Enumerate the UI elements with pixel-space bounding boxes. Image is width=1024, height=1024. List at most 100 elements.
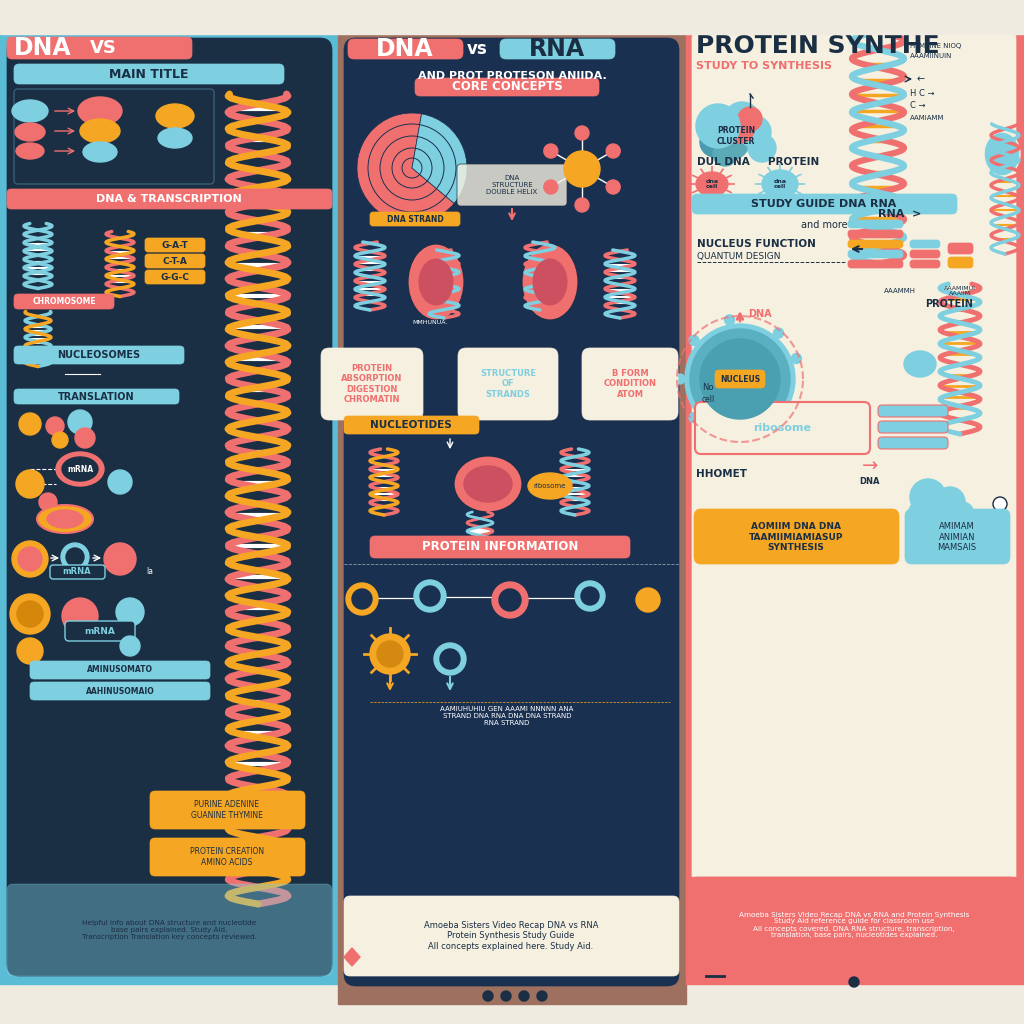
FancyBboxPatch shape: [848, 230, 903, 238]
Circle shape: [52, 432, 68, 449]
FancyBboxPatch shape: [878, 406, 948, 417]
Circle shape: [689, 336, 699, 345]
FancyBboxPatch shape: [7, 37, 193, 59]
FancyBboxPatch shape: [910, 250, 940, 258]
Circle shape: [17, 601, 43, 627]
Text: DNA STRAND: DNA STRAND: [387, 214, 443, 223]
Circle shape: [544, 144, 558, 158]
FancyBboxPatch shape: [14, 89, 214, 184]
Text: AMIMAM
ANIMIAN
MAMSAIS: AMIMAM ANIMIAN MAMSAIS: [937, 522, 977, 552]
FancyBboxPatch shape: [948, 257, 973, 268]
Circle shape: [18, 547, 42, 571]
Ellipse shape: [158, 128, 193, 148]
Circle shape: [108, 470, 132, 494]
Text: ←: ←: [918, 74, 925, 84]
FancyBboxPatch shape: [370, 212, 460, 226]
Circle shape: [564, 151, 600, 187]
Text: PROTEIN SYNTHE: PROTEIN SYNTHE: [696, 34, 940, 58]
Ellipse shape: [16, 143, 44, 159]
Circle shape: [120, 636, 140, 656]
Text: STRUCTURE
OF
STRANDS: STRUCTURE OF STRANDS: [480, 369, 536, 399]
Circle shape: [748, 134, 776, 162]
Circle shape: [950, 502, 974, 526]
Wedge shape: [412, 114, 467, 204]
FancyBboxPatch shape: [321, 348, 423, 420]
Circle shape: [575, 581, 605, 611]
Text: AAHINUSOMAIO: AAHINUSOMAIO: [86, 686, 155, 695]
Circle shape: [66, 548, 84, 566]
Text: NUCLEUS: NUCLEUS: [720, 375, 760, 384]
Text: vs: vs: [467, 40, 487, 58]
Text: VS: VS: [90, 39, 117, 57]
FancyBboxPatch shape: [344, 416, 479, 434]
Ellipse shape: [528, 473, 572, 499]
Text: STUDY TO SYNTHESIS: STUDY TO SYNTHESIS: [696, 61, 831, 71]
Ellipse shape: [534, 259, 567, 305]
Ellipse shape: [419, 259, 453, 305]
Text: DNA: DNA: [748, 309, 772, 319]
Text: PROTEIN INFORMATION: PROTEIN INFORMATION: [422, 541, 579, 554]
Text: AOMIIM DNA DNA
TAAMIIMIAMIASUP
SYNTHESIS: AOMIIM DNA DNA TAAMIIMIAMIASUP SYNTHESIS: [749, 522, 843, 552]
FancyBboxPatch shape: [910, 240, 940, 248]
Text: NUCLEOTIDES: NUCLEOTIDES: [370, 420, 452, 430]
Circle shape: [575, 126, 589, 140]
Ellipse shape: [78, 97, 122, 125]
Circle shape: [581, 587, 599, 605]
Circle shape: [501, 991, 511, 1001]
Circle shape: [46, 417, 63, 435]
Text: la: la: [146, 567, 154, 577]
FancyBboxPatch shape: [948, 243, 973, 254]
Circle shape: [492, 582, 528, 618]
FancyBboxPatch shape: [145, 254, 205, 268]
Circle shape: [575, 198, 589, 212]
Circle shape: [537, 991, 547, 1001]
Circle shape: [68, 410, 92, 434]
Ellipse shape: [47, 510, 83, 528]
Circle shape: [690, 329, 790, 429]
Circle shape: [19, 413, 41, 435]
Ellipse shape: [62, 457, 98, 481]
Circle shape: [773, 328, 783, 338]
FancyBboxPatch shape: [50, 565, 105, 579]
Circle shape: [713, 142, 737, 166]
Circle shape: [792, 353, 802, 364]
Text: DNA: DNA: [14, 36, 72, 60]
Text: AAAMMH: AAAMMH: [884, 288, 916, 294]
Circle shape: [726, 115, 754, 143]
FancyBboxPatch shape: [582, 348, 678, 420]
FancyBboxPatch shape: [848, 240, 903, 248]
FancyBboxPatch shape: [14, 389, 179, 404]
Circle shape: [935, 487, 965, 517]
Ellipse shape: [56, 452, 104, 486]
Bar: [686, 14, 1024, 984]
Text: CHROMOSOME: CHROMOSOME: [32, 298, 96, 306]
Text: →: →: [862, 457, 879, 475]
FancyBboxPatch shape: [370, 536, 630, 558]
Text: cell: cell: [702, 394, 715, 403]
FancyBboxPatch shape: [694, 509, 899, 564]
Text: AAAMIINUIN: AAAMIINUIN: [910, 53, 952, 59]
FancyBboxPatch shape: [458, 348, 558, 420]
FancyBboxPatch shape: [344, 38, 679, 986]
Text: DNA
STRUCTURE
DOUBLE HELIX: DNA STRUCTURE DOUBLE HELIX: [486, 175, 538, 195]
Text: STUDY GUIDE DNA RNA: STUDY GUIDE DNA RNA: [752, 199, 897, 209]
FancyBboxPatch shape: [500, 39, 615, 59]
Circle shape: [499, 589, 521, 611]
Ellipse shape: [83, 142, 117, 162]
Circle shape: [414, 580, 446, 612]
Text: dna
cell: dna cell: [773, 178, 786, 189]
Circle shape: [738, 106, 762, 131]
Text: PROTEIN CREATION
AMINO ACIDS: PROTEIN CREATION AMINO ACIDS: [189, 847, 264, 866]
Text: DUL DNA     PROTEIN: DUL DNA PROTEIN: [697, 157, 819, 167]
FancyBboxPatch shape: [14, 346, 184, 364]
Bar: [0, 34, 338, 984]
Circle shape: [849, 977, 859, 987]
Text: ribosome: ribosome: [534, 483, 566, 489]
FancyBboxPatch shape: [348, 39, 463, 59]
Ellipse shape: [522, 244, 578, 319]
Circle shape: [440, 649, 460, 669]
Text: QUANTUM DESIGN: QUANTUM DESIGN: [697, 253, 780, 261]
FancyBboxPatch shape: [457, 164, 567, 206]
Text: PROTEIN
CLUSTER: PROTEIN CLUSTER: [717, 126, 755, 145]
Circle shape: [346, 583, 378, 615]
